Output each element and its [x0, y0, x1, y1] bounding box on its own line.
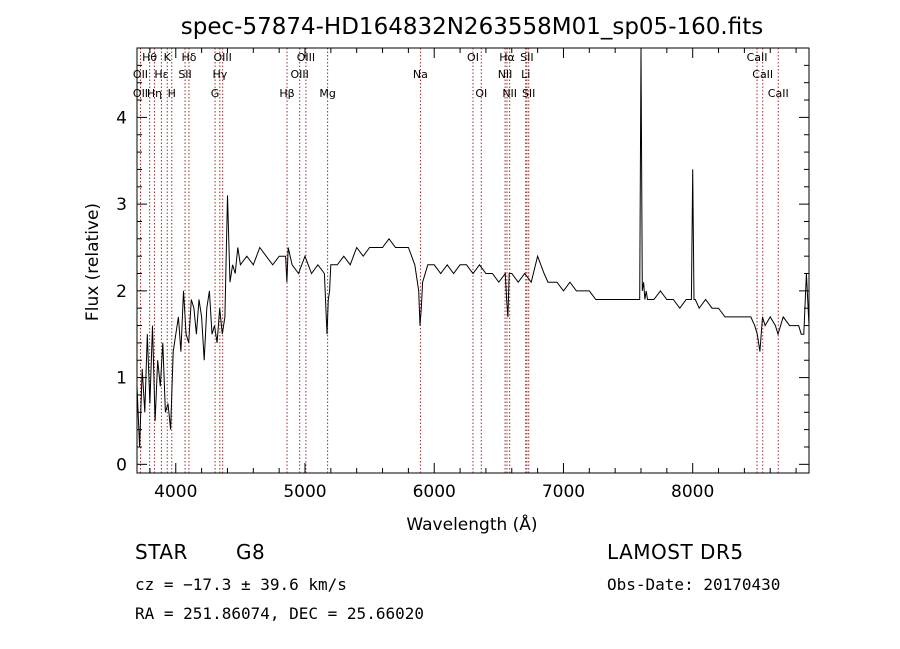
spectral-line-label: OII: [133, 68, 148, 81]
spectral-line-label: OI: [467, 51, 479, 64]
spectral-line-label: CaII: [752, 68, 773, 81]
spectral-line-label: H: [168, 87, 176, 100]
chart-title: spec-57874-HD164832N263558M01_sp05-160.f…: [181, 14, 763, 40]
x-tick-label: 4000: [154, 482, 197, 502]
spectral-line-label: K: [164, 51, 172, 64]
spectral-line-label: OII: [133, 87, 148, 100]
spectral-line-label: OIII: [297, 51, 315, 64]
x-tick-label: 8000: [671, 482, 714, 502]
spectral-line-label: OIII: [291, 68, 309, 81]
redshift-readout: cz = −17.3 ± 39.6 km/s: [135, 575, 347, 594]
x-axis-label: Wavelength (Å): [406, 513, 537, 535]
x-tick-label: 6000: [413, 482, 456, 502]
spectrum-series-line: [136, 47, 810, 448]
spectral-line-label: OI: [475, 87, 487, 100]
spectral-line-label: Hθ: [142, 51, 157, 64]
spectral-line-label: Mg: [319, 87, 335, 100]
plot-frame: [136, 47, 810, 474]
spectral-line-labels: Hθ K Hδ OIII OIII OI Hα SII OII Hε SII Hγ OIII NII Li C…: [133, 51, 789, 100]
coordinates-readout: RA = 251.86074, DEC = 25.66020: [135, 604, 424, 623]
y-axis-label: Flux (relative): [83, 203, 103, 321]
x-tick-label: 5000: [283, 482, 326, 502]
spectral-line-label: Na: [413, 68, 428, 81]
survey-name: LAMOST DR5: [607, 540, 744, 564]
spectral-line-label: CaII: [768, 87, 789, 100]
axis-ticks: 4000 5000 6000 7000 8000 0 1 2 3 4: [116, 48, 809, 502]
spectral-line-label: Hη: [147, 87, 162, 100]
spectral-line-label: NII: [498, 68, 513, 81]
spectral-line-label: CaII: [747, 51, 768, 64]
spectral-line-label: SII: [522, 87, 535, 100]
spectral-line-label: SII: [178, 68, 191, 81]
spectral-line-label: OIII: [213, 51, 231, 64]
spectral-line-label: Hδ: [181, 51, 196, 64]
object-subclass: G8: [236, 540, 266, 564]
observation-date: Obs-Date: 20170430: [607, 575, 781, 594]
y-tick-label: 1: [116, 369, 127, 389]
spectral-line-label: SII: [520, 51, 533, 64]
x-tick-label: 7000: [542, 482, 585, 502]
spectral-line-label: Hγ: [212, 68, 227, 81]
y-tick-label: 0: [116, 455, 127, 475]
spectral-line-markers: [139, 48, 779, 473]
spectral-line-label: Hα: [499, 51, 515, 64]
y-tick-label: 4: [116, 108, 127, 128]
y-tick-label: 3: [116, 195, 127, 215]
y-tick-label: 2: [116, 282, 127, 302]
spectral-line-label: Hβ: [279, 87, 294, 100]
spectral-line-label: NII: [502, 87, 517, 100]
object-class: STAR: [135, 540, 188, 564]
spectral-line-label: G: [211, 87, 220, 100]
spectral-line-label: Li: [521, 68, 530, 81]
spectral-line-label: Hε: [154, 68, 168, 81]
